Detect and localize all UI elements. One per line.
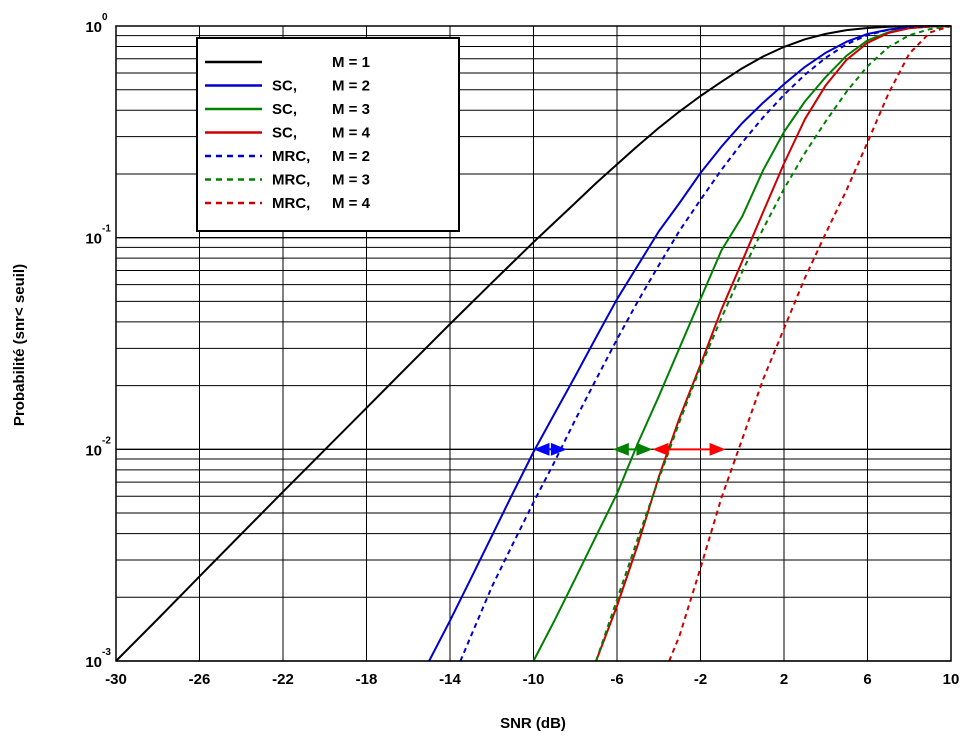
legend-label-5: M = 2 (332, 148, 370, 165)
series-line-2 (428, 25, 952, 662)
legend: M = 1 SC, M = 2 SC, M = 3 SC, M = 4 MRC, M = 2 MR… (196, 37, 460, 232)
x-tick-label: -22 (272, 671, 294, 688)
x-tick-labels: -30 -26 -22 -18 -14 -10 -6 -2 2 6 10 (105, 671, 959, 688)
arrow-head-right (709, 442, 726, 456)
legend-prefix-7: MRC, (272, 195, 310, 212)
y-tick-label-exp: -1 (102, 224, 111, 235)
x-axis-label: SNR (dB) (500, 715, 566, 732)
x-tick-label: -18 (356, 671, 378, 688)
series-lines (115, 25, 952, 662)
y-tick-label-base: 10 (85, 654, 102, 671)
y-tick-label-base: 10 (85, 19, 102, 36)
series-line-1 (115, 25, 952, 662)
y-tick-label-base: 10 (85, 231, 102, 248)
x-tick-label: -26 (189, 671, 211, 688)
y-axis-label: Probabilité (snr< seuil) (11, 264, 28, 426)
plot-frame (115, 25, 952, 662)
double-arrow-1 (533, 442, 567, 456)
legend-prefix-5: MRC, (272, 148, 310, 165)
series-line-6 (595, 25, 952, 662)
arrow-head-left (652, 442, 669, 456)
legend-label-7: M = 4 (332, 195, 371, 212)
x-tick-label: -30 (105, 671, 127, 688)
legend-prefix-3: SC, (272, 101, 297, 118)
double-arrow-2 (612, 442, 653, 456)
arrow-head-right (550, 442, 567, 456)
x-tick-label: -6 (610, 671, 623, 688)
double-arrow-3 (652, 442, 726, 456)
x-tick-label: 6 (863, 671, 871, 688)
legend-label-1: M = 1 (332, 54, 370, 71)
series-line-7 (668, 25, 952, 662)
y-tick-label-exp: -2 (102, 435, 111, 446)
y-tick-label-exp: 0 (102, 12, 108, 23)
legend-label-3: M = 3 (332, 101, 370, 118)
legend-prefix-2: SC, (272, 78, 297, 95)
series-line-4 (595, 25, 952, 662)
arrow-head-left (612, 442, 629, 456)
y-tick-label-exp: -3 (102, 647, 111, 658)
x-tick-label: 2 (780, 671, 788, 688)
legend-label-4: M = 4 (332, 125, 371, 142)
arrow-annotations (533, 442, 726, 456)
y-tick-label-base: 10 (85, 442, 102, 459)
x-tick-label: -14 (439, 671, 461, 688)
x-tick-label: 10 (943, 671, 960, 688)
legend-label-2: M = 2 (332, 78, 370, 95)
x-tick-label: -10 (523, 671, 545, 688)
series-line-3 (532, 25, 952, 662)
arrow-head-right (636, 442, 653, 456)
legend-prefix-4: SC, (272, 125, 297, 142)
legend-label-6: M = 3 (332, 172, 370, 189)
legend-prefix-6: MRC, (272, 172, 310, 189)
arrow-head-left (533, 442, 550, 456)
legend-box (196, 37, 460, 232)
x-tick-label: -2 (694, 671, 707, 688)
